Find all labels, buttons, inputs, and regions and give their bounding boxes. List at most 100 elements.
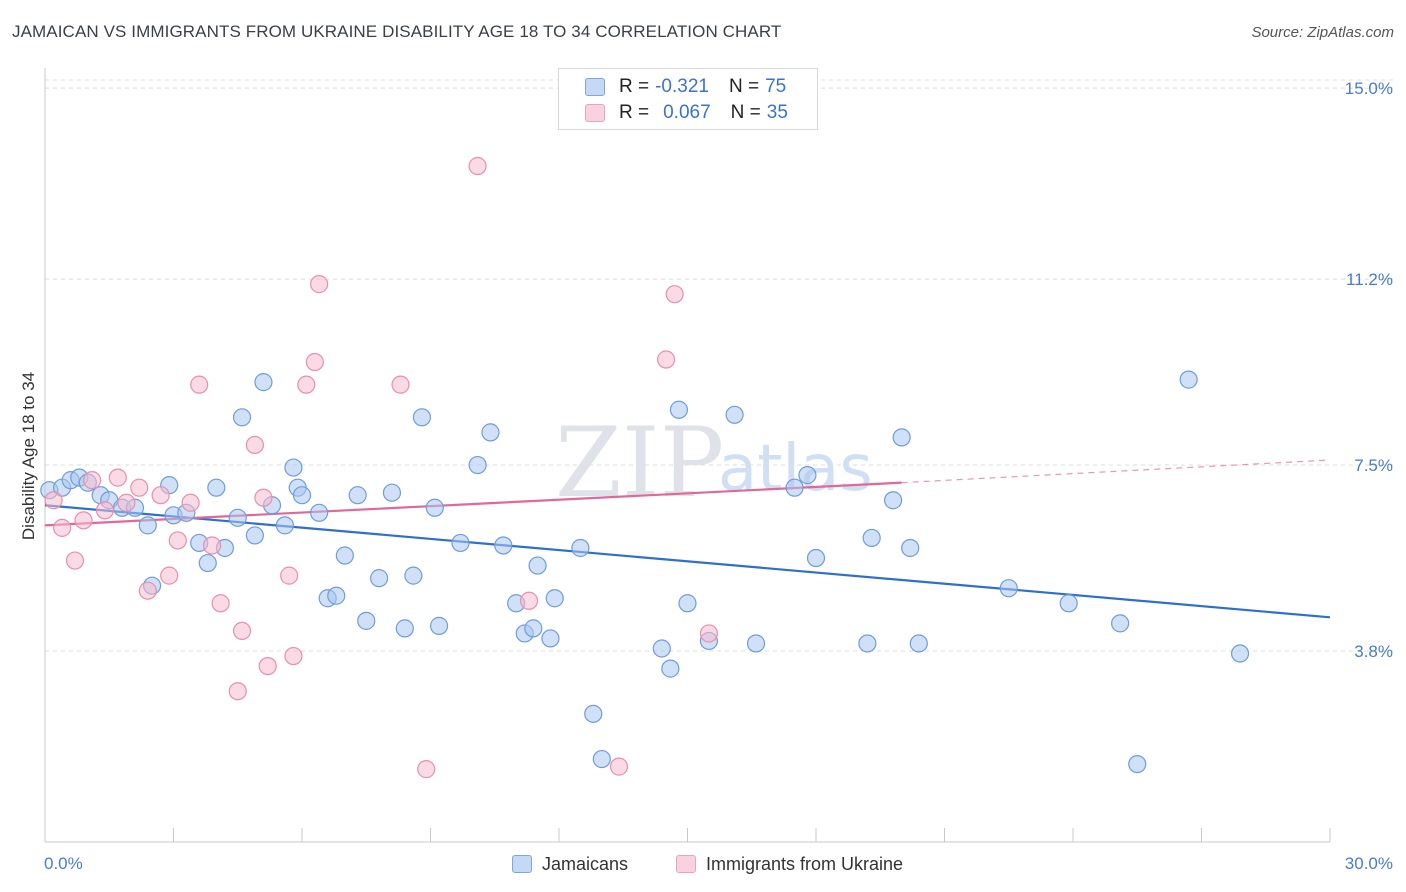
legend-row-ukraine: R = 0.067 N = 35 [585, 101, 794, 125]
point-ukraine [305, 352, 324, 372]
point-ukraine [245, 435, 264, 455]
point-jamaican [661, 659, 680, 678]
legend-item-ukraine[interactable]: Immigrants from Ukraine [676, 852, 903, 876]
point-jamaican [592, 749, 611, 769]
point-ukraine [202, 536, 222, 555]
point-jamaican [1230, 644, 1250, 663]
point-jamaican [348, 486, 367, 505]
point-jamaican [806, 548, 826, 568]
point-jamaican [909, 634, 928, 653]
point-jamaican [901, 538, 920, 558]
x-tick-labels: 0.0% 30.0% [44, 854, 1393, 873]
point-jamaican [292, 486, 312, 505]
point-jamaican [382, 483, 402, 502]
point-ukraine [65, 551, 85, 570]
point-ukraine [74, 511, 93, 530]
point-jamaican [481, 423, 500, 442]
point-jamaican [370, 569, 389, 588]
y-tick-label: 11.2% [1346, 270, 1393, 289]
point-ukraine [83, 471, 102, 490]
point-ukraine [297, 375, 316, 394]
legend-r-label: R = [619, 102, 650, 123]
point-jamaican [412, 408, 432, 427]
legend-r-value: 0.067 [663, 102, 711, 123]
point-ukraine [468, 156, 487, 176]
point-jamaican [232, 408, 252, 427]
point-jamaican [404, 566, 423, 585]
point-jamaican [1059, 594, 1078, 613]
x-tick-label-min: 0.0% [44, 854, 83, 873]
point-ukraine [151, 486, 170, 505]
point-jamaican [528, 556, 547, 575]
point-ukraine [181, 493, 200, 512]
legend-item-jamaicans[interactable]: Jamaicans [512, 852, 628, 876]
legend-n-value: 35 [766, 102, 788, 123]
point-ukraine [254, 488, 273, 507]
point-jamaican [541, 629, 560, 648]
source-label: Source: ZipAtlas.com [1251, 24, 1394, 41]
point-jamaican [468, 455, 487, 475]
point-jamaican [524, 619, 543, 638]
point-ukraine [168, 531, 187, 550]
y-axis-label: Disability Age 18 to 34 [19, 372, 38, 540]
point-ukraine [108, 468, 127, 487]
point-ukraine [95, 501, 115, 520]
y-tick-label: 15.0% [1345, 79, 1393, 98]
point-jamaican [425, 498, 444, 517]
y-tick-label: 7.5% [1354, 456, 1393, 475]
point-ukraine [280, 566, 299, 585]
point-jamaican [327, 586, 346, 605]
point-ukraine [130, 478, 149, 497]
point-jamaican [494, 536, 513, 555]
point-jamaican [284, 458, 303, 477]
point-jamaican [725, 405, 744, 424]
point-ukraine [117, 493, 136, 512]
legend-swatch-blue [585, 78, 605, 96]
point-jamaican [198, 553, 217, 573]
point-ukraine [211, 594, 230, 613]
watermark: ZIP atlas [555, 407, 873, 519]
point-ukraine [656, 350, 676, 369]
point-jamaican [785, 478, 804, 497]
point-jamaican [571, 538, 590, 558]
point-jamaican [1128, 754, 1147, 774]
point-ukraine [138, 581, 157, 600]
axes [44, 68, 1331, 843]
point-jamaican [275, 516, 294, 535]
y-tick-labels: 3.8% 7.5% 11.2% 15.0% [1345, 79, 1393, 661]
point-jamaican [652, 639, 671, 658]
legend-row-jamaicans: R = -0.321 N = 75 [585, 75, 792, 99]
point-jamaican [678, 594, 697, 613]
point-jamaican [746, 634, 766, 653]
point-jamaican [138, 516, 157, 535]
point-ukraine [391, 375, 410, 394]
correlation-legend: R = -0.321 N = 75 R = 0.067 N = 35 [558, 68, 818, 130]
chart-title: JAMAICAN VS IMMIGRANTS FROM UKRAINE DISA… [12, 22, 782, 41]
point-ukraine [190, 375, 209, 394]
point-ukraine [44, 491, 63, 510]
point-ukraine [609, 757, 629, 776]
point-jamaican [254, 373, 273, 392]
point-jamaican [999, 579, 1018, 598]
x-tick-label-max: 30.0% [1345, 854, 1393, 873]
point-jamaican [207, 478, 226, 497]
point-jamaican [1179, 370, 1198, 389]
point-ukraine [228, 682, 247, 701]
point-jamaican [858, 634, 877, 653]
legend-label: Immigrants from Ukraine [706, 853, 904, 874]
legend-label: Jamaicans [542, 853, 629, 874]
point-jamaican [545, 589, 564, 608]
grid-lines [45, 79, 1395, 652]
legend-n-label: N = [728, 76, 760, 97]
point-jamaican [451, 533, 470, 553]
legend-n-label: N = [730, 102, 761, 123]
point-jamaican [310, 503, 329, 522]
point-ukraine [160, 566, 179, 585]
point-jamaican [584, 704, 603, 723]
point-ukraine [665, 285, 684, 304]
point-ukraine [417, 760, 436, 779]
point-jamaican [892, 428, 911, 447]
point-ukraine [232, 621, 252, 641]
point-ukraine [284, 646, 303, 666]
